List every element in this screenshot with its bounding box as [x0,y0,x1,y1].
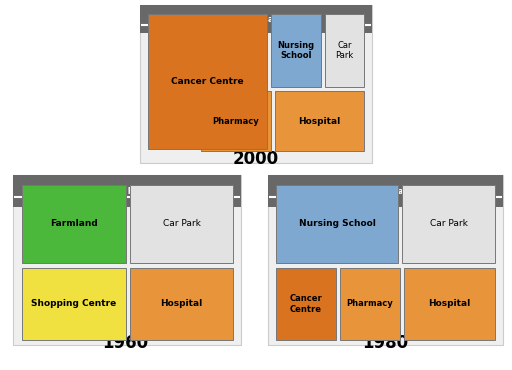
Text: Car
Park: Car Park [335,41,354,60]
Text: Cancer Centre: Cancer Centre [171,77,244,86]
Text: Car Park: Car Park [163,219,200,229]
Bar [404,268,495,340]
Bar [340,268,400,340]
Text: Shopping Centre: Shopping Centre [31,299,117,309]
Text: Hospital: Hospital [160,299,203,309]
Bar [148,14,267,149]
Bar [275,91,364,151]
Bar [130,268,233,340]
Text: Main Road: Main Road [362,186,409,195]
Text: Pharmacy: Pharmacy [212,117,260,125]
Text: Hospital: Hospital [298,117,340,125]
Text: Main Road: Main Road [233,14,279,24]
Bar [268,175,503,345]
Bar [325,14,364,87]
Bar [130,185,233,263]
Bar [276,268,336,340]
Text: Main Road: Main Road [104,186,150,195]
Text: 2000: 2000 [233,150,279,168]
Bar [268,175,503,207]
Text: 1980: 1980 [362,334,408,352]
Bar [140,5,372,33]
Bar [140,5,372,163]
Bar [22,185,126,263]
Text: Hospital: Hospital [429,299,471,309]
Text: Farmland: Farmland [50,219,98,229]
Text: 1960: 1960 [102,334,148,352]
Bar [201,91,271,151]
Bar [276,185,398,263]
Bar [13,175,241,207]
Bar [22,268,126,340]
Text: Car Park: Car Park [430,219,467,229]
Bar [271,14,321,87]
Text: Nursing School: Nursing School [298,219,375,229]
Text: Pharmacy: Pharmacy [347,299,393,309]
Bar [402,185,495,263]
Text: Cancer
Centre: Cancer Centre [290,294,323,314]
Bar [13,175,241,345]
Text: Nursing
School: Nursing School [278,41,314,60]
